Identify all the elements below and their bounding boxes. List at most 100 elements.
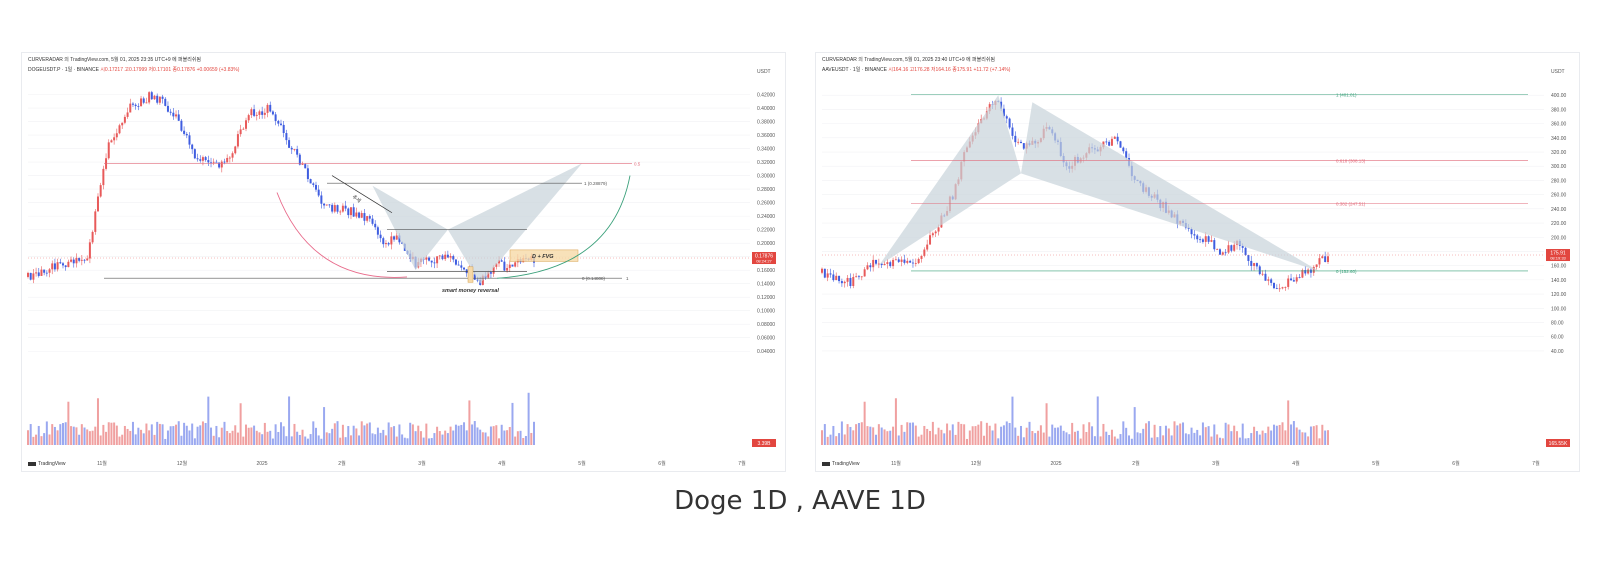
price-tick-label: 160.00: [1551, 264, 1567, 270]
candle-body: [223, 161, 226, 163]
volume-bar: [156, 421, 159, 445]
candle-body: [129, 103, 132, 113]
volume-bar: [463, 422, 466, 445]
volume-bar: [274, 424, 277, 445]
candle-body: [191, 144, 194, 150]
candle-body: [832, 274, 835, 281]
volume-bar: [91, 430, 94, 445]
candle-body: [500, 260, 503, 262]
candle-body: [1241, 245, 1244, 248]
time-tick-label: 3월: [418, 460, 426, 467]
candle-body: [883, 263, 886, 266]
price-tick-label: 0.16000: [757, 268, 775, 274]
volume-bar: [457, 425, 460, 445]
candle-body: [177, 114, 180, 121]
volume-bar: [37, 425, 40, 445]
price-tick-label: 0.20000: [757, 241, 775, 247]
candle-body: [86, 258, 89, 261]
volume-bar: [894, 398, 897, 445]
volume-bar: [452, 430, 455, 445]
time-tick-label: 2025: [256, 461, 267, 467]
candle-body: [107, 142, 110, 159]
volume-bar: [514, 436, 517, 445]
volume-bar: [1244, 438, 1247, 445]
volume-bar: [164, 438, 167, 445]
candle-body: [1190, 228, 1193, 235]
volume-bar: [129, 430, 132, 445]
volume-bar: [1315, 425, 1318, 445]
volume-bar: [886, 431, 889, 445]
volume-bar: [489, 426, 492, 445]
candle-body: [355, 212, 358, 217]
candle-body: [118, 125, 121, 134]
volume-bar: [1176, 425, 1179, 445]
volume-bar: [196, 426, 199, 445]
fib-label: 1 (401.01): [1336, 92, 1357, 97]
volume-bar: [417, 425, 420, 445]
volume-bar: [296, 431, 299, 445]
price-tick-label: 340.00: [1551, 136, 1567, 142]
volume-bar: [869, 426, 872, 445]
candle-body: [929, 235, 932, 245]
volume-bar: [829, 434, 832, 445]
volume-bar: [406, 438, 409, 445]
volume-bar: [1295, 427, 1298, 445]
volume-bar: [1122, 421, 1125, 445]
candle-body: [886, 262, 889, 264]
volume-bar: [72, 426, 75, 445]
price-tick-label: 320.00: [1551, 150, 1567, 156]
candle-body: [29, 272, 32, 280]
volume-bar: [1287, 400, 1290, 445]
volume-bar: [99, 435, 102, 445]
volume-bar: [1159, 426, 1162, 445]
candle-body: [376, 227, 379, 235]
volume-bar: [1048, 436, 1051, 445]
volume-bar: [64, 422, 67, 445]
price-tick-label: 0.04000: [757, 349, 775, 355]
volume-bar: [390, 427, 393, 445]
candle-body: [1213, 240, 1216, 250]
curve-arc: [496, 175, 631, 279]
volume-bar: [516, 431, 519, 445]
volume-bar: [954, 434, 957, 445]
volume-bar: [43, 433, 46, 445]
candle-body: [1017, 141, 1020, 143]
candle-body: [325, 204, 328, 206]
volume-bar: [166, 430, 169, 445]
volume-bar: [1079, 438, 1082, 445]
volume-bar: [923, 425, 926, 445]
candle-body: [282, 124, 285, 134]
time-tick-label: 4월: [1292, 460, 1300, 467]
volume-bar: [436, 426, 439, 445]
volume-bar: [401, 434, 404, 445]
candle-body: [457, 264, 460, 266]
candle-body: [877, 263, 880, 265]
time-tick-label: 5월: [1372, 460, 1380, 467]
time-tick-label: 12월: [177, 460, 188, 467]
volume-bar: [175, 424, 178, 445]
candle-body: [175, 114, 178, 117]
time-tick-label: 2월: [338, 460, 346, 467]
price-tick-label: 0.22000: [757, 228, 775, 234]
volume-bar: [1096, 396, 1099, 445]
volume-bar: [527, 392, 530, 445]
candle-body: [1110, 138, 1113, 146]
volume-bar: [312, 421, 315, 445]
candle-body: [64, 265, 67, 268]
candle-body: [358, 212, 361, 218]
image-caption: Doge 1D , AAVE 1D: [674, 486, 926, 516]
price-tick-label: 0.24000: [757, 214, 775, 220]
candle-body: [371, 218, 374, 224]
volume-bar: [161, 424, 164, 445]
volume-bar: [53, 426, 56, 445]
volume-bar: [40, 436, 43, 445]
candle-body: [349, 207, 352, 216]
candle-body: [1108, 141, 1111, 146]
volume-bar: [371, 433, 374, 445]
volume-bar: [877, 424, 880, 445]
candle-body: [514, 262, 517, 267]
volume-bar: [193, 438, 196, 445]
candle-body: [1287, 278, 1290, 287]
candle-body: [27, 272, 29, 277]
volume-bar: [113, 422, 116, 445]
